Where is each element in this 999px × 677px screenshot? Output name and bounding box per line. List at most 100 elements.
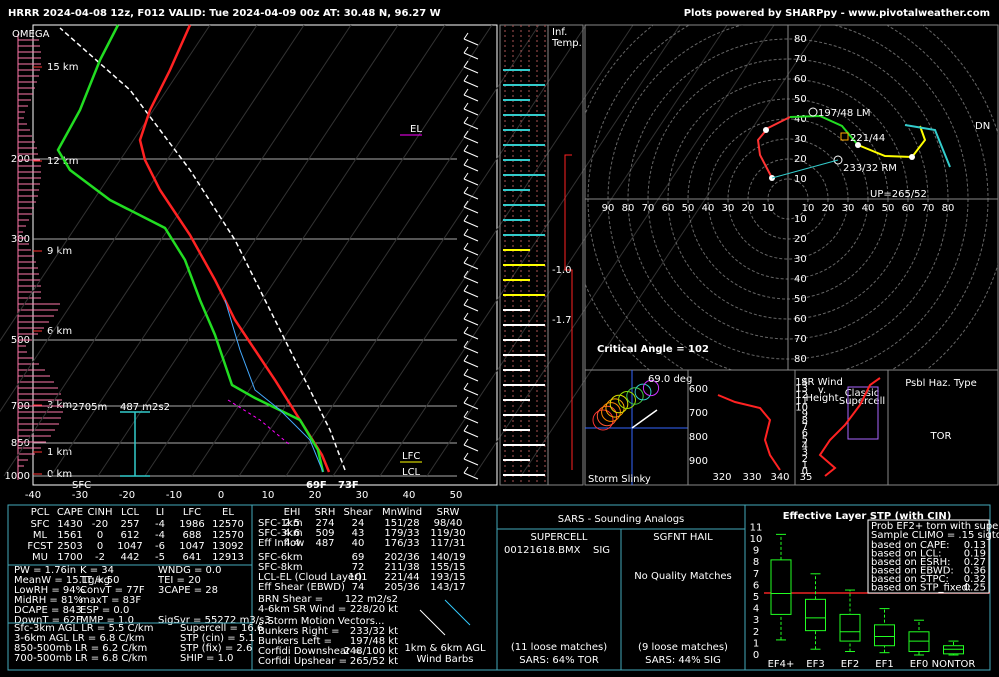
- motion-value: 265/52 kt: [350, 656, 398, 667]
- stp-y-tick: 7: [753, 569, 759, 580]
- isotherm: [144, 24, 446, 477]
- kinematic-cell: 2.5: [284, 518, 300, 529]
- ring-label: 70: [922, 203, 935, 214]
- stp-box: [770, 559, 792, 615]
- wind-barb: [463, 192, 479, 200]
- sars-hail: SGFNT HAIL: [653, 532, 713, 543]
- wind-barb-flag: [463, 102, 469, 110]
- ring-label: 10: [794, 214, 807, 225]
- eff-top-label: 2705m: [72, 402, 107, 413]
- sars-loose: (9 loose matches): [638, 642, 728, 653]
- esrh-label: 487 m2s2: [120, 402, 170, 413]
- inf-temp-title: Temp.: [551, 38, 582, 49]
- ring-label: 50: [882, 203, 895, 214]
- hodo-marker: [855, 142, 861, 148]
- motion-value: 233/32 kt: [350, 626, 398, 637]
- sars-match-type: SIG: [593, 545, 610, 556]
- slinky-angle: 69.0 deg: [648, 374, 692, 385]
- temp-label: -10: [166, 490, 182, 501]
- kinematic-cell: 40: [352, 538, 365, 549]
- index-text: maxT = 83F: [80, 595, 141, 606]
- thermo-cell: 12570: [212, 530, 244, 541]
- wind-barb: [463, 332, 479, 340]
- kinematic-cell: 487: [315, 538, 334, 549]
- kinematic-cell: 101: [348, 572, 367, 583]
- stp-legend-label: based on STP_fixed:: [871, 583, 971, 594]
- stp-y-tick: 5: [753, 592, 759, 603]
- index-text: K = 34: [80, 565, 114, 576]
- slinky-ring: [618, 391, 636, 409]
- ring-label: 20: [794, 234, 807, 245]
- sars-loose: (11 loose matches): [511, 642, 607, 653]
- index-text: LowRH = 94%: [14, 585, 85, 596]
- pressure-label: 300: [11, 234, 30, 245]
- wind-barb: [463, 318, 479, 326]
- wind-barb-flag: [463, 354, 469, 362]
- thermo-cell: 1430: [57, 519, 82, 530]
- stp-y-tick: 10: [750, 534, 763, 545]
- temp-label: 50: [450, 490, 463, 501]
- stp-box: [874, 624, 895, 647]
- srwind-tick: 9: [802, 409, 808, 420]
- lfc-label: LFC: [402, 451, 420, 462]
- stp-legend-value: 0.32: [964, 574, 986, 585]
- stp-y-tick: 2: [753, 627, 759, 638]
- ring-label: 40: [702, 203, 715, 214]
- wind-barb-flag: [463, 312, 469, 320]
- kinematic-label: BRN Shear =: [258, 594, 323, 605]
- wind-barb: [463, 206, 479, 214]
- kinematic-cell: 274: [315, 518, 334, 529]
- isotherm: [0, 24, 211, 342]
- stp-legend-label: based on EBWD:: [871, 566, 954, 577]
- thermo-cell: 641: [182, 552, 201, 563]
- kinematic-cell: 24: [352, 518, 365, 529]
- stp-category: EF4+: [768, 659, 795, 670]
- dewpoint-trace: [56, 24, 325, 473]
- critical-angle: Critical Angle = 102: [597, 344, 709, 355]
- temp-label: 40: [403, 490, 416, 501]
- srwind-tick: 1: [802, 460, 808, 471]
- wind-barb-flag: [463, 326, 469, 334]
- thetae-p-label: 800: [689, 432, 708, 443]
- srwind-box: [847, 386, 879, 440]
- wind-barb-flag: [463, 270, 469, 278]
- wind-barb: [463, 346, 479, 354]
- srwind-tick: 14: [795, 377, 808, 388]
- hodo-trace-low: [756, 116, 791, 179]
- ring-label: 10: [802, 203, 815, 214]
- thermo-cell: SFC: [30, 519, 49, 530]
- thermo-cell: 0: [97, 541, 103, 552]
- ring-label: 70: [794, 334, 807, 345]
- thermo-cell: 2503: [57, 541, 82, 552]
- motion-label: Corfidi Upshear =: [258, 656, 347, 667]
- wind-barb: [463, 262, 479, 270]
- sars-probability: SARS: 44% SIG: [645, 655, 721, 666]
- temp-label: 0: [218, 490, 224, 501]
- thermo-header: LFC: [183, 507, 201, 518]
- wind-barb: [463, 276, 479, 284]
- kinematic-cell: 72: [352, 562, 365, 573]
- ring-label: 30: [794, 134, 807, 145]
- omega-label: OMEGA: [12, 29, 50, 40]
- thetae-p-label: 700: [689, 408, 708, 419]
- wind-barb-flag: [463, 186, 469, 194]
- kinematic-cell: 119/30: [430, 528, 465, 539]
- height-label: 0 km: [47, 469, 72, 480]
- index-text: PW = 1.76in: [14, 565, 76, 576]
- isotherm: [0, 24, 258, 413]
- wind-barb: [463, 80, 479, 88]
- pressure-label: 850: [11, 438, 30, 449]
- kinematic-cell: 4.4: [284, 538, 300, 549]
- isotherm: [520, 24, 822, 477]
- thermo-header: LI: [156, 507, 165, 518]
- lapse-rate: 3-6km AGL LR = 6.8 C/km: [14, 633, 144, 644]
- lm-label: 197/48 LM: [818, 108, 871, 119]
- temp-label: -30: [72, 490, 88, 501]
- ring-label: 40: [862, 203, 875, 214]
- index-text: WNDG = 0.0: [158, 565, 221, 576]
- stp-y-tick: 0: [753, 650, 759, 661]
- stp-y-tick: 8: [753, 557, 759, 568]
- thetae-p-label: 900: [689, 456, 708, 467]
- temperature-trace: [138, 24, 331, 473]
- sars-match: 00121618.BMX: [504, 545, 581, 556]
